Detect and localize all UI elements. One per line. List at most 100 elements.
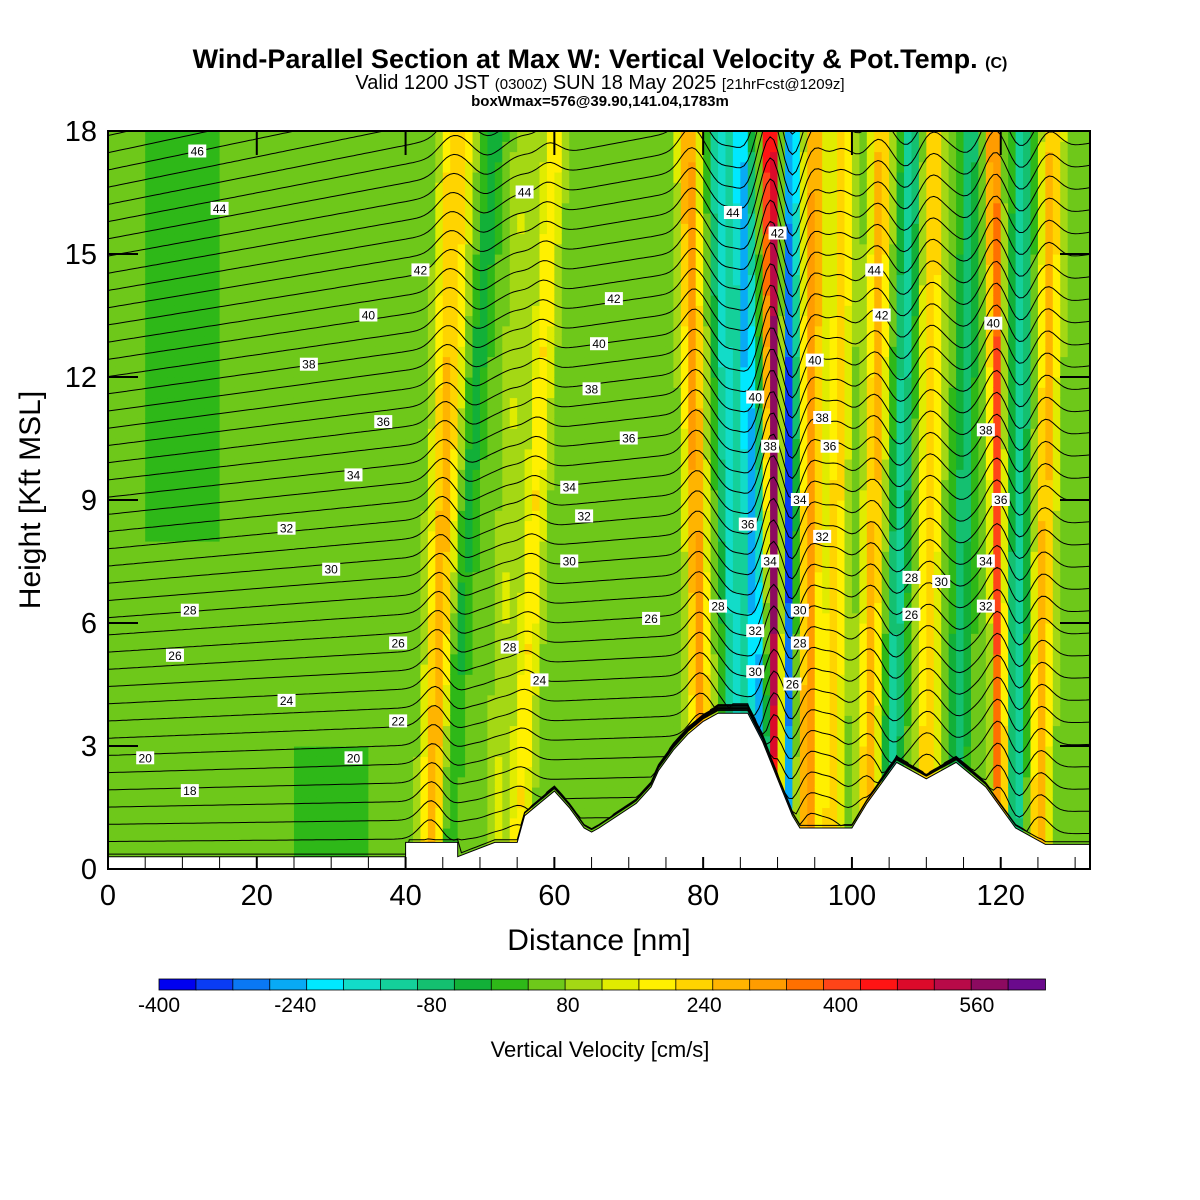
velocity-cell: [457, 223, 466, 235]
velocity-cell: [286, 377, 295, 388]
velocity-cell: [293, 305, 303, 317]
velocity-cell: [353, 305, 362, 317]
velocity-cell: [569, 336, 578, 347]
velocity-cell: [442, 254, 451, 265]
velocity-cell: [160, 243, 169, 255]
velocity-cell: [420, 756, 429, 768]
velocity-cell: [182, 448, 191, 460]
velocity-cell: [546, 295, 555, 306]
velocity-cell: [613, 766, 622, 778]
velocity-cell: [174, 520, 183, 532]
velocity-cell: [457, 182, 466, 194]
velocity-cell: [546, 551, 555, 563]
velocity-cell: [457, 366, 466, 378]
velocity-cell: [368, 459, 377, 470]
velocity-cell: [115, 469, 124, 481]
velocity-cell: [450, 151, 459, 163]
velocity-cell: [353, 243, 362, 255]
velocity-cell: [271, 141, 280, 153]
velocity-cell: [509, 366, 518, 378]
velocity-cell: [145, 489, 154, 501]
velocity-cell: [167, 295, 176, 306]
velocity-cell: [234, 131, 243, 142]
velocity-cell: [427, 510, 436, 522]
velocity-cell: [241, 264, 250, 276]
velocity-cell: [546, 694, 555, 706]
velocity-cell: [532, 346, 541, 358]
velocity-cell: [308, 223, 317, 235]
velocity-cell: [189, 407, 198, 419]
velocity-cell: [346, 264, 355, 276]
velocity-cell: [108, 510, 117, 522]
velocity-cell: [227, 541, 236, 552]
velocity-cell: [219, 161, 228, 173]
velocity-cell: [509, 674, 518, 686]
velocity-cell: [279, 172, 288, 183]
velocity-cell: [494, 284, 503, 296]
velocity-cell: [613, 407, 622, 419]
velocity-cell: [554, 243, 563, 255]
velocity-cell: [301, 715, 310, 727]
velocity-cell: [234, 489, 243, 501]
velocity-cell: [613, 561, 622, 573]
velocity-cell: [398, 664, 407, 675]
velocity-cell: [227, 787, 236, 798]
velocity-cell: [375, 141, 384, 153]
velocity-cell: [331, 643, 340, 655]
velocity-cell: [346, 674, 355, 686]
velocity-cell: [398, 274, 407, 286]
velocity-cell: [346, 295, 355, 306]
velocity-cell: [271, 366, 280, 378]
velocity-cell: [189, 295, 198, 306]
velocity-cell: [204, 264, 213, 276]
velocity-cell: [561, 530, 570, 542]
velocity-cell: [360, 438, 369, 450]
velocity-cell: [279, 828, 288, 839]
velocity-cell: [212, 776, 221, 788]
velocity-cell: [353, 387, 362, 399]
velocity-cell: [234, 356, 243, 368]
velocity-cell: [338, 192, 347, 204]
velocity-cell: [331, 684, 340, 696]
velocity-cell: [286, 131, 295, 142]
velocity-cell: [457, 500, 466, 511]
velocity-cell: [234, 346, 243, 358]
velocity-cell: [137, 807, 146, 819]
velocity-cell: [465, 448, 474, 460]
velocity-cell: [301, 633, 310, 645]
velocity-cell: [301, 500, 310, 511]
velocity-cell: [219, 141, 228, 153]
velocity-cell: [375, 756, 384, 768]
velocity-cell: [145, 336, 154, 347]
velocity-cell: [279, 305, 288, 317]
velocity-cell: [413, 202, 422, 214]
velocity-cell: [390, 151, 399, 163]
velocity-cell: [174, 151, 183, 163]
velocity-cell: [450, 315, 459, 327]
velocity-cell: [465, 213, 474, 224]
velocity-cell: [115, 612, 124, 624]
velocity-cell: [331, 653, 340, 665]
velocity-cell: [308, 520, 317, 532]
velocity-cell: [256, 694, 265, 706]
velocity-cell: [360, 551, 369, 563]
velocity-cell: [293, 428, 303, 440]
velocity-cell: [212, 356, 221, 368]
velocity-cell: [204, 828, 213, 839]
velocity-cell: [606, 735, 615, 747]
velocity-cell: [569, 623, 578, 634]
velocity-cell: [405, 428, 414, 440]
velocity-cell: [576, 684, 585, 696]
velocity-cell: [435, 766, 444, 778]
velocity-cell: [182, 356, 191, 368]
velocity-cell: [524, 776, 533, 788]
velocity-cell: [152, 254, 161, 265]
velocity-cell: [234, 161, 243, 173]
velocity-cell: [584, 489, 593, 501]
velocity-cell: [561, 202, 570, 214]
velocity-cell: [122, 530, 131, 542]
velocity-cell: [591, 448, 600, 460]
velocity-cell: [398, 838, 407, 850]
velocity-cell: [160, 705, 169, 716]
velocity-cell: [427, 305, 436, 317]
